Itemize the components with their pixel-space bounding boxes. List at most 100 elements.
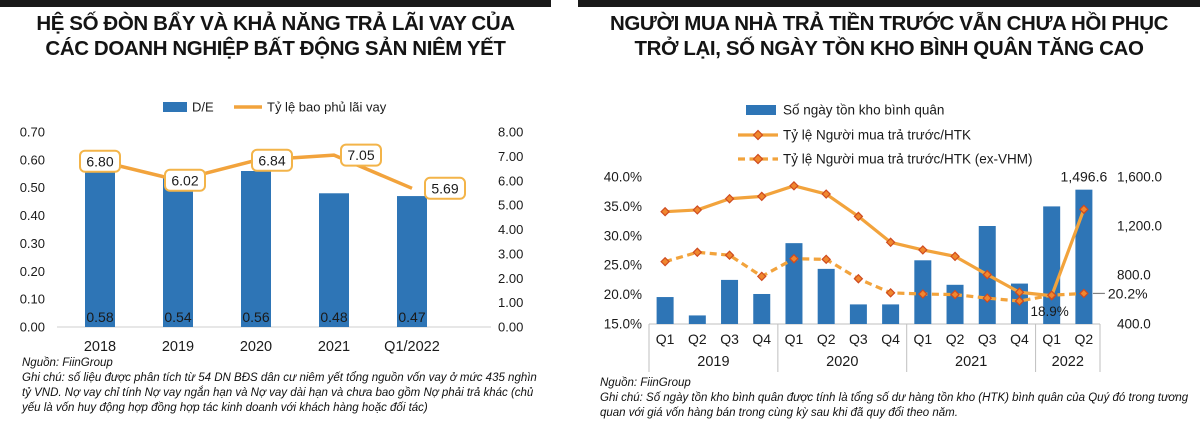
prepay-exvhm-marker [756, 271, 767, 282]
category-label: 2018 [84, 339, 116, 355]
note-text: Ghi chú: Số ngày tồn kho bình quân được … [600, 391, 1189, 419]
category-label: 2020 [240, 339, 272, 355]
prepay-marker [1014, 287, 1025, 298]
legend-solid-line-marker [752, 129, 764, 141]
category-label: 2021 [318, 339, 350, 355]
prepay-exvhm-marker [885, 287, 896, 298]
year-label: 2020 [826, 354, 858, 370]
prepay-exvhm-marker [724, 250, 735, 261]
inventory-bar [721, 279, 739, 324]
bar-value-label: 0.54 [164, 309, 191, 325]
category-label: Q1/2022 [384, 339, 440, 355]
dashed-low-label: 18.9% [1030, 304, 1068, 319]
right-axis-tick: 0.00 [498, 320, 523, 335]
left-axis-tick: 40.0% [604, 170, 642, 185]
right-axis-tick: 400.0 [1117, 317, 1151, 332]
prepay-marker [660, 206, 670, 217]
year-label: 2022 [1052, 354, 1084, 370]
line-value-label: 7.05 [347, 147, 374, 163]
right-axis-tick: 2.00 [498, 271, 523, 286]
category-label: 2019 [162, 339, 194, 355]
left-axis-tick: 0.50 [20, 180, 45, 195]
right-axis-tick: 1.00 [498, 295, 523, 310]
prepay-exvhm-marker [1014, 296, 1025, 306]
dashed-end-label: 20.2% [1108, 285, 1148, 301]
right-axis-tick: 7.00 [498, 149, 523, 164]
leverage-panel-title: HỆ SỐ ĐÒN BẨY VÀ KHẢ NĂNG TRẢ LÃI VAY CỦ… [36, 12, 515, 60]
right-axis-tick: 5.00 [498, 198, 523, 213]
line-value-box [164, 168, 206, 192]
de-bar [397, 196, 427, 327]
bar-value-label: 0.47 [398, 309, 425, 325]
left-axis-tick: 0.70 [20, 125, 45, 140]
prepay-marker [885, 237, 896, 248]
inventory-footnote: Nguồn: FiinGroup Ghi chú: Số ngày tồn kh… [600, 376, 1192, 421]
inventory-bar [817, 268, 835, 324]
inventory-bar [753, 293, 771, 324]
right-axis-tick: 6.00 [498, 173, 523, 188]
de-bar [85, 165, 115, 327]
inventory-bar [882, 304, 900, 324]
year-label: 2021 [955, 354, 987, 370]
inventory-panel-title: NGƯỜI MUA NHÀ TRẢ TIỀN TRƯỚC VẪN CHƯA HỒ… [609, 12, 1169, 60]
inventory-bar [656, 297, 674, 324]
line-value-label: 6.80 [86, 153, 113, 169]
left-axis-tick: 20.0% [604, 287, 642, 302]
legend-bar-swatch [746, 105, 776, 115]
quarter-label: Q3 [849, 331, 868, 347]
quarter-label: Q3 [720, 331, 739, 347]
leverage-chart: D/E Tỷ lệ bao phủ lãi vay 0.70 0.60 0.50 0.40… [20, 100, 524, 356]
right-axis-tick: 8.00 [498, 125, 523, 140]
left-axis-tick: 0.10 [20, 292, 45, 307]
right-axis-tick: 3.00 [498, 246, 523, 261]
bar-value-label: 0.58 [86, 309, 113, 325]
prepay-exvhm-marker [692, 247, 703, 258]
leverage-panel: HỆ SỐ ĐÒN BẨY VÀ KHẢ NĂNG TRẢ LÃI VAY CỦ… [0, 0, 551, 422]
left-axis-tick: 0.00 [20, 320, 45, 335]
line-value-label: 6.02 [171, 172, 198, 188]
left-axis-tick: 0.40 [20, 208, 45, 223]
bar-value-label: 0.48 [320, 309, 347, 325]
quarter-label: Q4 [881, 331, 900, 347]
prepay-exvhm-marker [789, 253, 799, 264]
right-axis-tick: 4.00 [498, 222, 523, 237]
prepay-exvhm-marker [1046, 290, 1057, 301]
quarter-label: Q1 [913, 331, 932, 347]
prepay-marker [853, 211, 864, 222]
quarter-label: Q4 [1010, 331, 1029, 347]
prepay-exvhm-marker [982, 293, 993, 303]
quarter-label: Q1 [785, 331, 804, 347]
de-bar [241, 171, 271, 327]
legend-bar-label: D/E [192, 100, 214, 115]
legend-line-label: Tỷ lệ bao phủ lãi vay [267, 100, 387, 115]
right-axis-tick: 1,200.0 [1117, 219, 1162, 234]
left-axis-tick: 25.0% [604, 258, 642, 273]
line-value-box [79, 149, 121, 173]
prepay-line [665, 184, 1086, 298]
leverage-footnote: Nguồn: FiinGroup Ghi chú: số liệu được p… [22, 356, 543, 416]
left-axis-tick: 35.0% [604, 199, 642, 214]
bar-value-label: 0.56 [242, 309, 269, 325]
prepay-marker [917, 245, 928, 255]
quarter-label: Q2 [1075, 331, 1094, 347]
prepay-marker [789, 180, 799, 191]
panel-top-rule [578, 0, 1200, 7]
inventory-bar [849, 304, 867, 324]
legend-dashed-line-label: Tỷ lệ Người mua trả trước/HTK (ex-VHM) [783, 152, 1033, 167]
panel-top-rule [0, 0, 551, 7]
quarter-label: Q4 [752, 331, 771, 347]
prepay-exvhm-line [664, 250, 1084, 303]
prepay-marker [821, 189, 832, 199]
line-value-box [251, 148, 293, 172]
source-text: Nguồn: FiinGroup [22, 357, 113, 369]
legend-solid-line-label: Tỷ lệ Người mua trả trước/HTK [783, 128, 971, 143]
line-value-label: 6.84 [258, 152, 285, 168]
left-axis-tick: 30.0% [604, 228, 642, 243]
quarter-label: Q3 [978, 331, 997, 347]
right-axis-tick: 800.0 [1117, 268, 1151, 283]
line-value-box [424, 176, 466, 200]
right-axis-tick: 1,600.0 [1117, 170, 1162, 185]
left-axis-tick: 0.30 [20, 236, 45, 251]
prepay-exvhm-marker [950, 289, 960, 300]
inventory-bar [688, 315, 706, 324]
